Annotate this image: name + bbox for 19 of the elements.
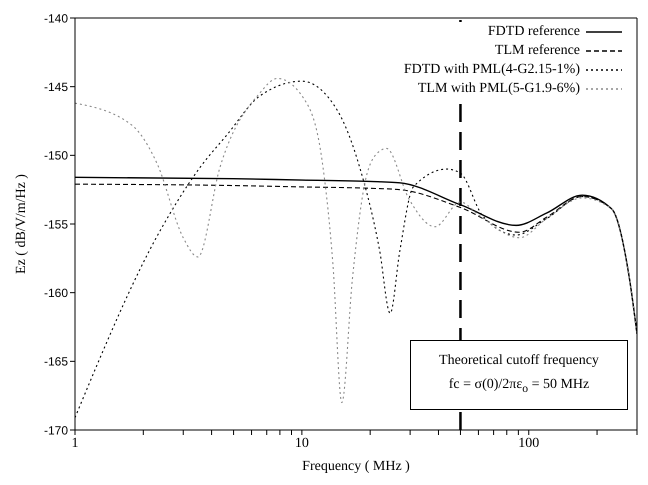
- legend-label: FDTD reference: [488, 24, 580, 40]
- y-tick-label: -140: [44, 11, 68, 26]
- annotation: Theoretical cutoff frequency: [439, 353, 599, 368]
- x-tick-label: 100: [518, 436, 540, 451]
- annotation: fc = σ(0)/2πε$_{o}$ = 50 MHz: [448, 377, 590, 395]
- legend-label: FDTD with PML(4-G2.15-1%): [404, 62, 580, 78]
- y-tick-label: -165: [44, 354, 68, 369]
- y-tick-label: -145: [44, 80, 68, 94]
- text-box: Theoretical cutoff frequency fc = σ(0)/2πε$_{o}$ = 50 MHz: [410, 340, 628, 410]
- y-tick-label: -170: [44, 423, 68, 438]
- y-axis-title: Ez ( dB/V/m/Hz ): [14, 174, 29, 274]
- legend-label: TLM with PML(5-G1.9-6%): [418, 80, 580, 96]
- x-tick-label: 1: [72, 436, 78, 451]
- y-tick-label: -155: [44, 217, 68, 232]
- x-axis-title: Frequency ( MHz ): [302, 459, 410, 474]
- legend-label: TLM reference: [494, 42, 580, 58]
- y-tick-label: -160: [44, 286, 68, 300]
- y-tick-label: -150: [44, 148, 68, 163]
- x-tick-label: 10: [294, 436, 309, 451]
